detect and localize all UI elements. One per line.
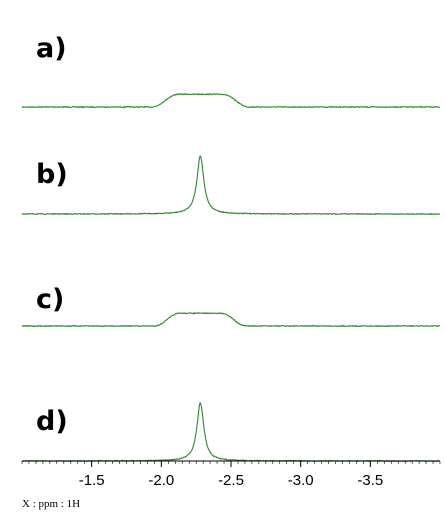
tick-label: -2.0 <box>148 472 174 489</box>
ppm-axis: -1.5 -2.0 -2.5 -3.0 -3.5 X : ppm : 1H <box>21 460 441 510</box>
panel-label: a) <box>36 33 67 64</box>
spectrum-trace <box>21 155 441 215</box>
panel-label: d) <box>36 406 68 437</box>
spectrum-panel-d: d) <box>21 402 441 462</box>
axis-major-ticks <box>91 461 371 467</box>
tick-label: -3.5 <box>357 472 383 489</box>
spectrum-trace <box>21 402 441 462</box>
spectrum-panel-a: a) <box>21 33 441 108</box>
axis-caption: X : ppm : 1H <box>22 498 80 510</box>
spectrum-panel-b: b) <box>21 155 441 215</box>
tick-label: -2.5 <box>218 472 244 489</box>
panel-label: c) <box>36 284 64 315</box>
spectrum-trace <box>21 312 441 327</box>
spectrum-trace <box>21 93 441 108</box>
tick-label: -1.5 <box>79 472 105 489</box>
axis-tick-labels: -1.5 -2.0 -2.5 -3.0 -3.5 <box>79 472 384 489</box>
panel-label: b) <box>36 159 68 190</box>
tick-label: -3.0 <box>288 472 314 489</box>
spectra-panels: a) b) c) d) <box>21 33 441 462</box>
spectrum-panel-c: c) <box>21 284 441 327</box>
